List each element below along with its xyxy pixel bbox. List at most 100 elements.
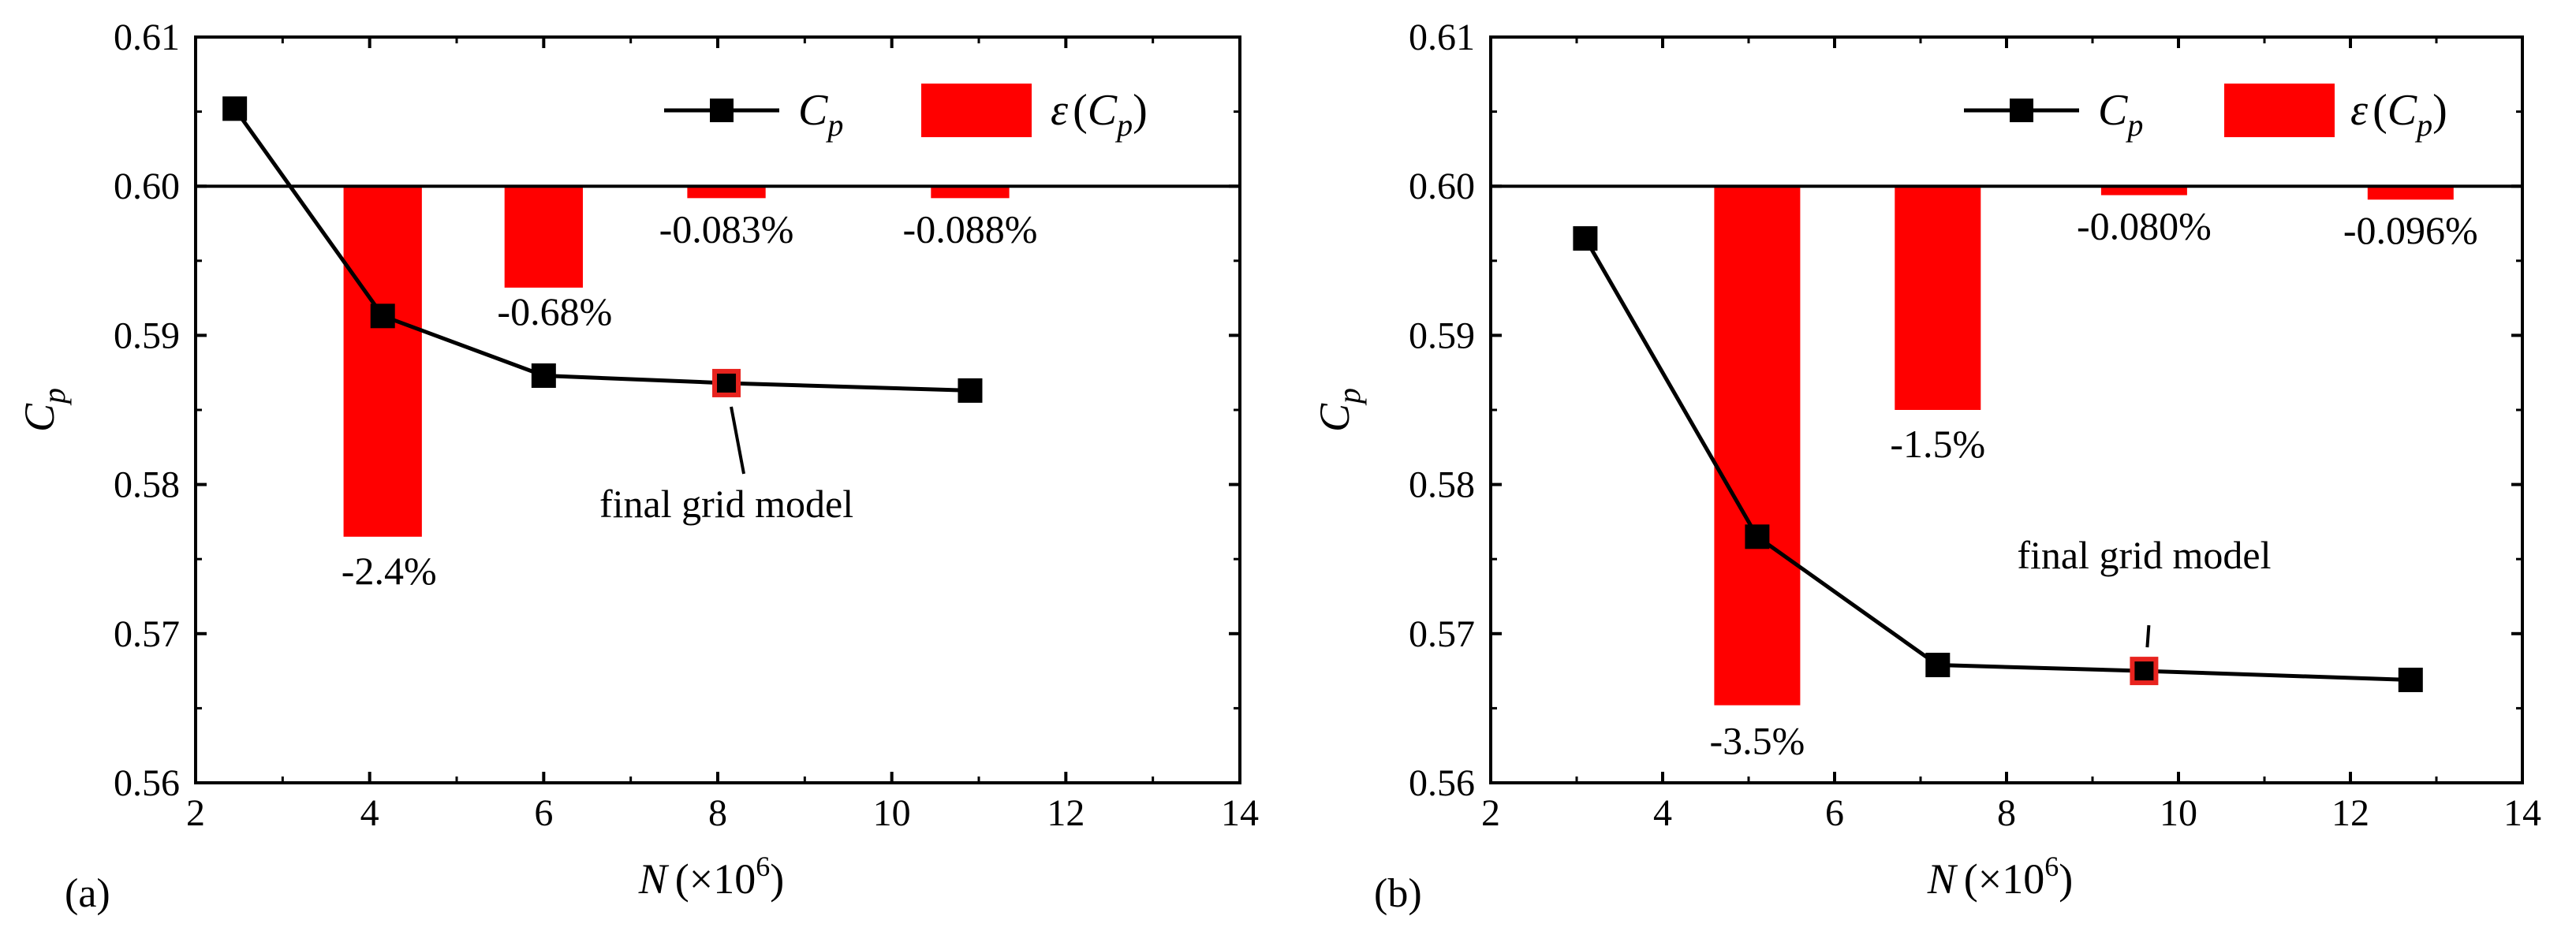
y-tick-label-1: 0.57 [1409, 613, 1475, 655]
bar-value-label-0: -3.5% [1709, 719, 1805, 763]
y-axis-title: Cp [16, 388, 72, 432]
legend-cp-label: Cp [2098, 86, 2143, 143]
error-bar-0 [343, 186, 422, 537]
error-bar-2 [2100, 186, 2187, 196]
y-tick-label-0: 0.56 [1409, 762, 1475, 804]
x-tick-label-3: 8 [1997, 792, 2016, 834]
legend-eps-label: ε (Cp) [1051, 86, 1148, 143]
y-axis-sub: p [36, 388, 72, 406]
y-tick-label-4: 0.60 [1409, 166, 1475, 207]
x-tick-label-5: 12 [1047, 792, 1085, 834]
cp-point-1 [370, 304, 395, 329]
panel-a: -2.4%-0.68%-0.083% -0.088%2 4 6 8 10 12 140.560… [16, 17, 1259, 916]
legend-eps-open: ( [2373, 86, 2387, 135]
annotation-leader [730, 406, 745, 475]
x-axis-unit-close: ) [2059, 855, 2073, 903]
legend-cp-label: Cp [798, 86, 843, 143]
cp-point-0 [1573, 225, 1598, 251]
x-tick-label-2: 6 [534, 792, 553, 834]
error-bar-0 [1714, 186, 1801, 706]
x-tick-label-4: 10 [2160, 792, 2197, 834]
x-tick-label-6: 14 [1221, 792, 1259, 834]
error-bar-3 [2367, 186, 2454, 200]
y-tick-label-3: 0.59 [1409, 315, 1475, 356]
legend-cp-sub: p [2125, 107, 2143, 143]
legend-eps-label: ε (Cp) [2350, 86, 2447, 143]
panel-label: (b) [1374, 871, 1422, 916]
cp-point-2 [1925, 653, 1951, 678]
legend-bar-swatch [921, 84, 1032, 137]
x-tick-label-0: 2 [186, 792, 205, 834]
y-tick-label-2: 0.58 [1409, 464, 1475, 506]
bar-value-label-1: -0.68% [497, 289, 612, 333]
x-tick-label-2: 6 [1825, 792, 1844, 834]
y-tick-label-5: 0.61 [1409, 17, 1475, 58]
legend-eps-sub: p [1114, 107, 1133, 143]
y-axis-title: Cp [1311, 388, 1367, 432]
panel-label: (a) [65, 871, 110, 916]
cp-point-4 [2398, 667, 2423, 692]
x-tick-label-6: 14 [2503, 792, 2541, 834]
x-axis-var: N [1927, 855, 1958, 903]
cp-point-1 [1745, 524, 1770, 549]
y-tick-label-4: 0.60 [114, 166, 180, 207]
legend-eps-base: C [1088, 86, 1118, 135]
y-axis-base: C [16, 403, 63, 432]
x-tick-label-4: 10 [873, 792, 911, 834]
y-axis-sub: p [1331, 388, 1367, 406]
cp-point-final-grid [2130, 657, 2159, 686]
legend-cp-sub: p [825, 107, 843, 143]
x-axis-unit-close: ) [770, 855, 784, 903]
y-axis-base: C [1311, 403, 1358, 432]
x-axis-unit: (×10 [675, 855, 756, 903]
legend-marker-swatch [710, 99, 734, 122]
x-tick-label-1: 4 [360, 792, 379, 834]
x-axis-exp: 6 [2044, 851, 2059, 882]
x-tick-label-1: 4 [1653, 792, 1672, 834]
legend-cp-base: C [798, 86, 828, 135]
cp-point-final-grid [712, 368, 741, 397]
legend-cp-base: C [2098, 86, 2128, 135]
legend-eps-open: ( [1073, 86, 1088, 135]
y-tick-label-0: 0.56 [114, 762, 180, 804]
annotation-leader [2145, 624, 2151, 648]
legend-eps-symbol: ε [1051, 86, 1069, 135]
x-axis-unit: (×10 [1964, 855, 2044, 903]
x-tick-label-0: 2 [1481, 792, 1500, 834]
legend-eps-base: C [2387, 86, 2417, 135]
legend-eps-sub: p [2414, 107, 2432, 143]
cp-point-2 [531, 363, 556, 388]
legend-marker-swatch [2010, 99, 2033, 122]
x-axis-title: N (×106) [1927, 851, 2073, 903]
x-axis-var: N [638, 855, 670, 903]
cp-point-0 [222, 96, 248, 121]
bar-value-label-1: -1.5% [1890, 422, 1985, 466]
error-bar-2 [687, 186, 766, 199]
error-bar-3 [931, 186, 1010, 199]
y-tick-label-5: 0.61 [114, 17, 180, 58]
bar-value-label-3: -0.088% [903, 207, 1038, 251]
final-grid-annotation: final grid model [2017, 533, 2271, 577]
bar-value-label-2: -0.083% [659, 207, 794, 251]
x-axis-exp: 6 [756, 851, 770, 882]
x-tick-label-3: 8 [708, 792, 727, 834]
legend-bar-swatch [2224, 84, 2335, 137]
error-bar-1 [1895, 186, 1981, 410]
bar-value-label-3: -0.096% [2343, 208, 2478, 252]
legend-eps-symbol: ε [2350, 86, 2369, 135]
panel-b: -3.5%-1.5%-0.080% -0.096%2 4 6 8 10 12 140.560.… [1311, 17, 2541, 916]
cp-point-4 [958, 378, 983, 403]
y-tick-label-2: 0.58 [114, 464, 180, 506]
x-tick-label-5: 12 [2331, 792, 2369, 834]
cp-line [1583, 237, 2411, 682]
y-tick-label-1: 0.57 [114, 613, 180, 655]
legend-eps-close: ) [1133, 86, 1148, 135]
bar-value-label-2: -0.080% [2077, 204, 2212, 248]
y-tick-label-3: 0.59 [114, 315, 180, 356]
final-grid-annotation: final grid model [599, 482, 853, 526]
legend-eps-close: ) [2432, 86, 2447, 135]
x-axis-title: N (×106) [638, 851, 784, 903]
plot-frame [1489, 35, 2524, 784]
bar-value-label-0: -2.4% [342, 549, 437, 593]
